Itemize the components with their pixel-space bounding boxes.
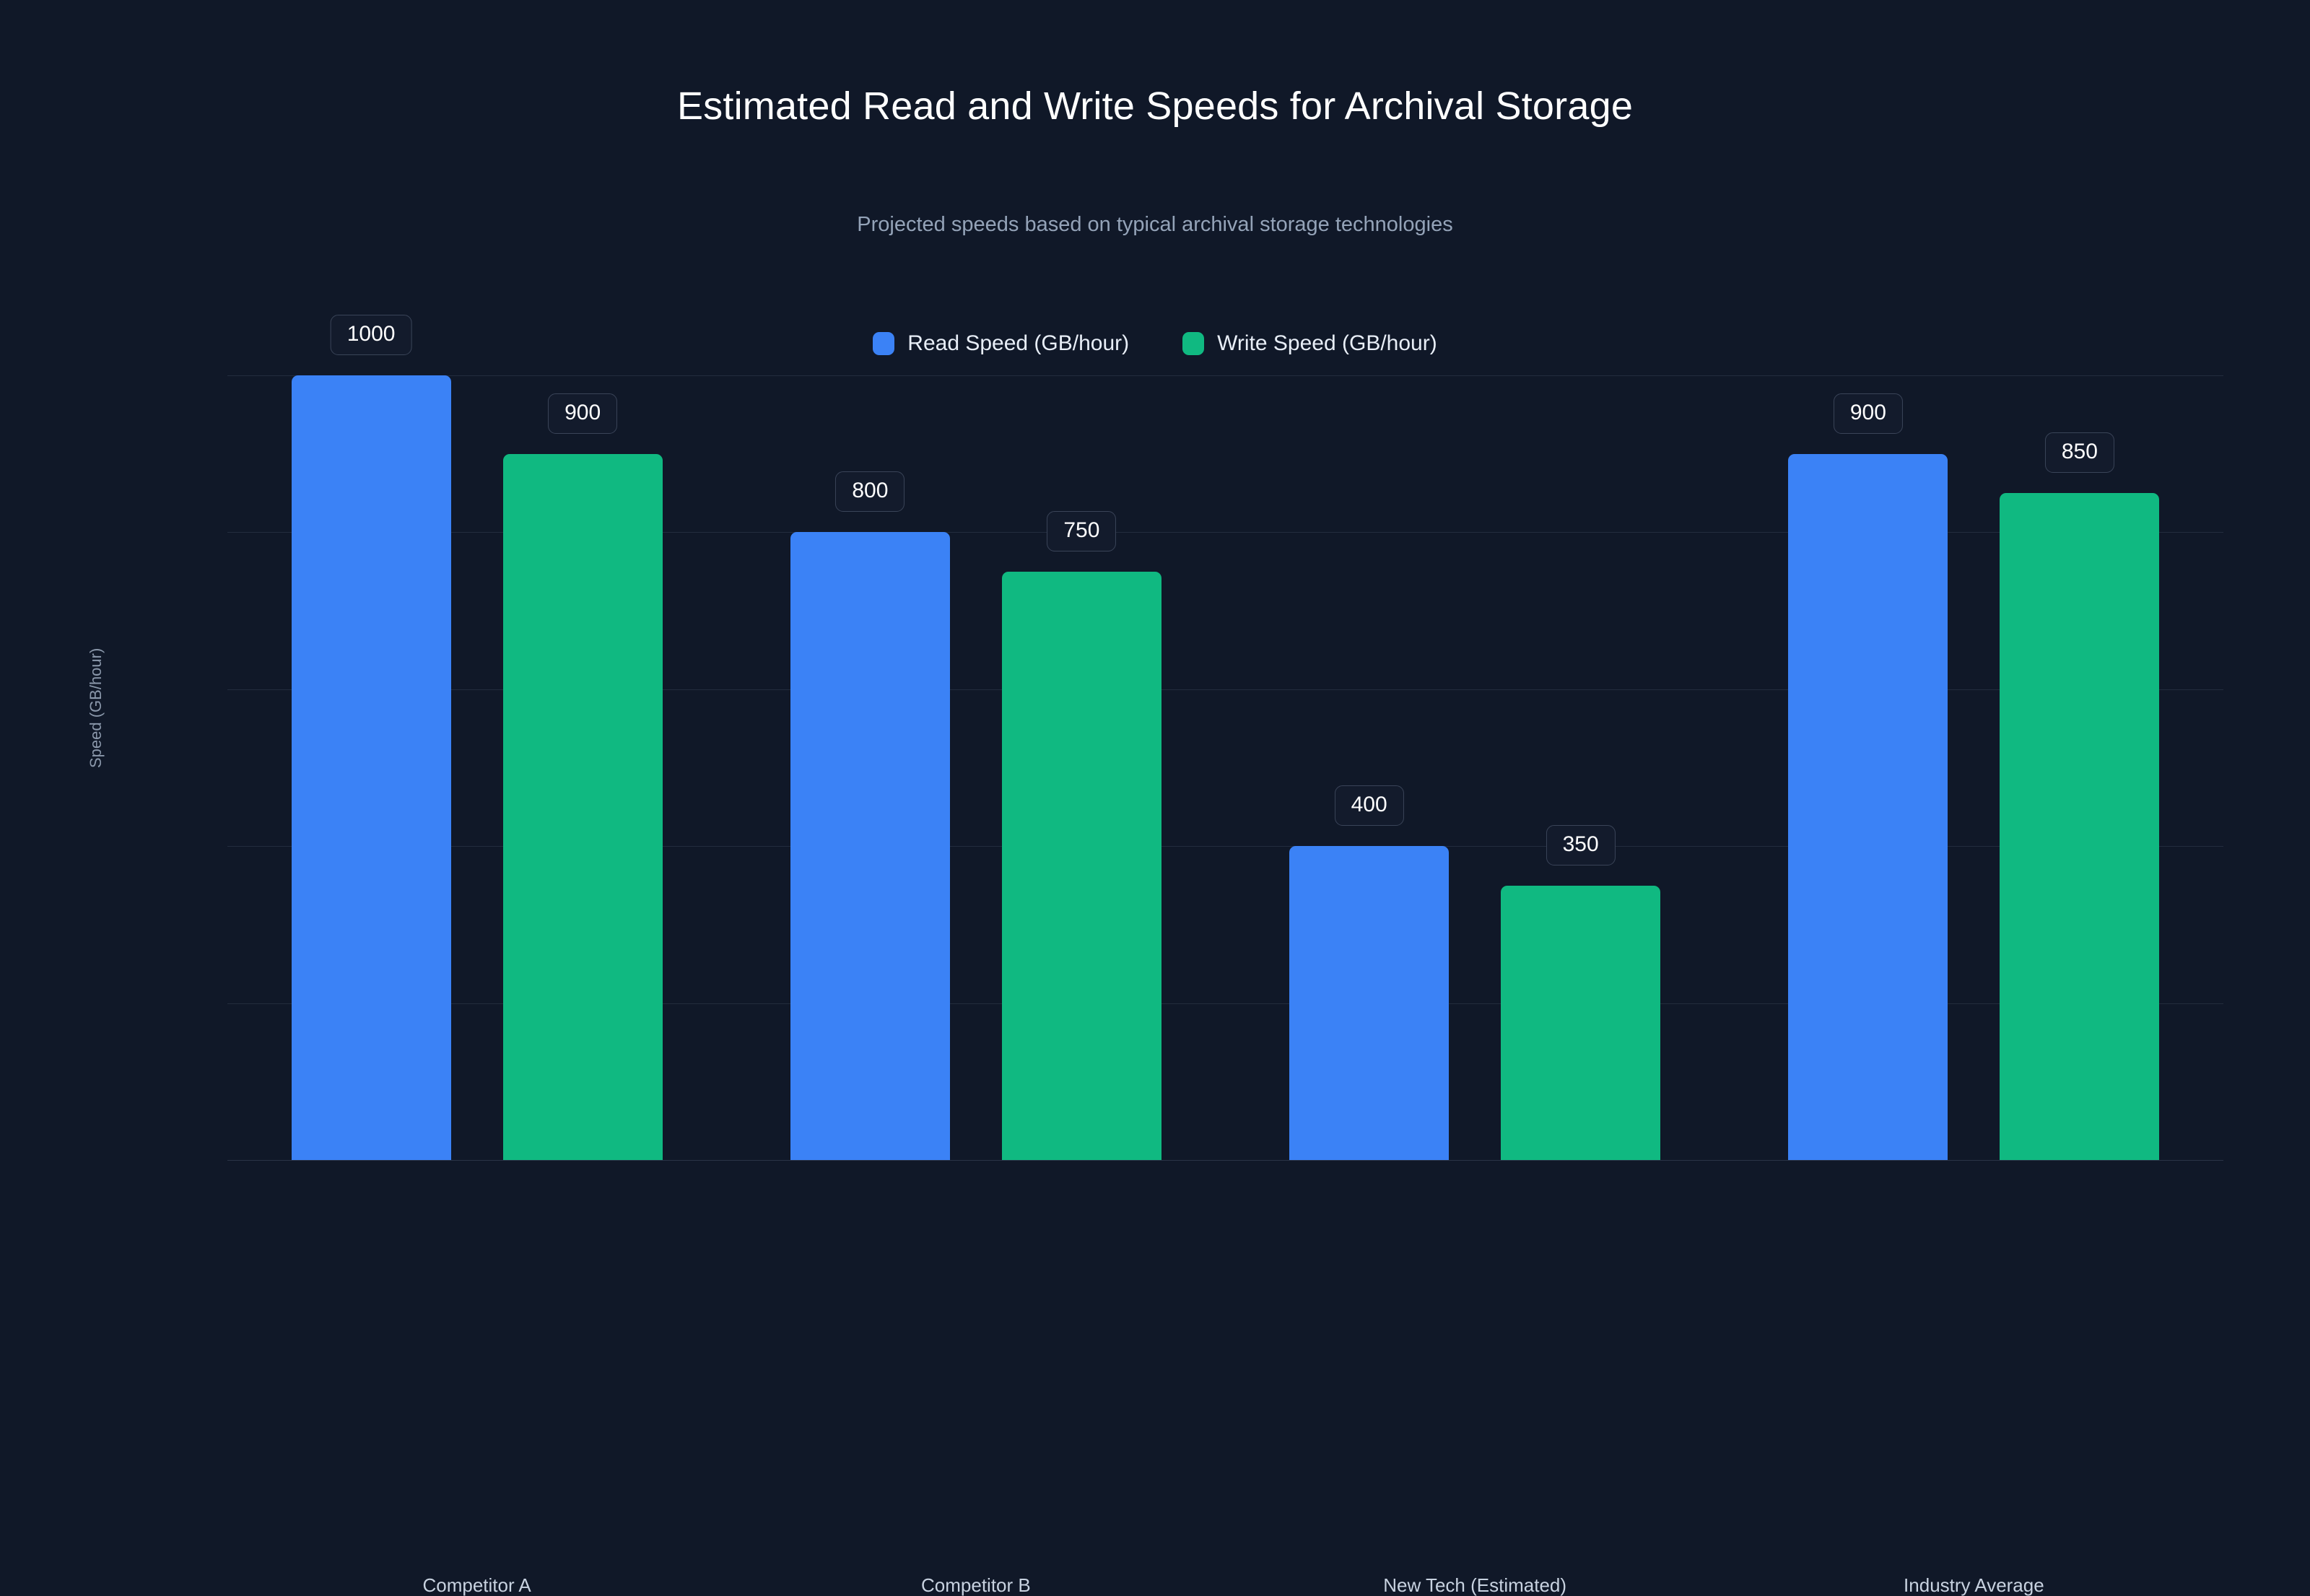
bar-value-label: 800 (835, 471, 905, 513)
plot-area: 1,00080060040020001000900Competitor A800… (227, 315, 2223, 1595)
bar-value-label: 1000 (330, 315, 412, 355)
bar[interactable] (1501, 885, 1661, 1160)
bar[interactable] (291, 375, 451, 1160)
legend-item[interactable]: Write Speed (GB/hour) (1182, 332, 1437, 355)
bar[interactable] (502, 453, 663, 1160)
legend-swatch-icon (1182, 332, 1205, 355)
gridline (227, 1003, 2223, 1004)
legend-item[interactable]: Read Speed (GB/hour) (873, 332, 1129, 355)
bar-value-label: 400 (1334, 785, 1404, 827)
x-axis-category-label: Competitor B (921, 1574, 1031, 1596)
gridline (227, 689, 2223, 690)
bar-value-label: 850 (2044, 432, 2114, 474)
legend-label: Read Speed (GB/hour) (907, 331, 1130, 355)
x-axis-category-label: Competitor A (422, 1574, 531, 1596)
x-axis-category-label: Industry Average (1904, 1574, 2044, 1596)
bar-value-label: 900 (1833, 393, 1903, 434)
gridline (227, 1160, 2223, 1161)
chart-canvas: Estimated Read and Write Speeds for Arch… (87, 84, 2223, 1595)
bar[interactable] (1788, 453, 1948, 1160)
x-axis-category-label: New Tech (Estimated) (1383, 1574, 1567, 1596)
y-axis-title: Speed (GB/hour) (87, 647, 105, 768)
gridline (227, 846, 2223, 847)
gridline (227, 375, 2223, 376)
bar[interactable] (790, 532, 950, 1160)
bar[interactable] (2000, 493, 2160, 1160)
chart-subtitle: Projected speeds based on typical archiv… (857, 213, 1453, 236)
bar-value-label: 750 (1047, 510, 1117, 551)
legend-swatch-icon (873, 332, 895, 355)
chart-title: Estimated Read and Write Speeds for Arch… (676, 84, 1634, 128)
bar[interactable] (1001, 571, 1161, 1160)
bar[interactable] (1289, 846, 1450, 1160)
bar-value-label: 350 (1546, 824, 1616, 865)
legend-label: Write Speed (GB/hour) (1217, 331, 1437, 355)
gridline (227, 532, 2223, 533)
bar-value-label: 900 (548, 393, 618, 434)
